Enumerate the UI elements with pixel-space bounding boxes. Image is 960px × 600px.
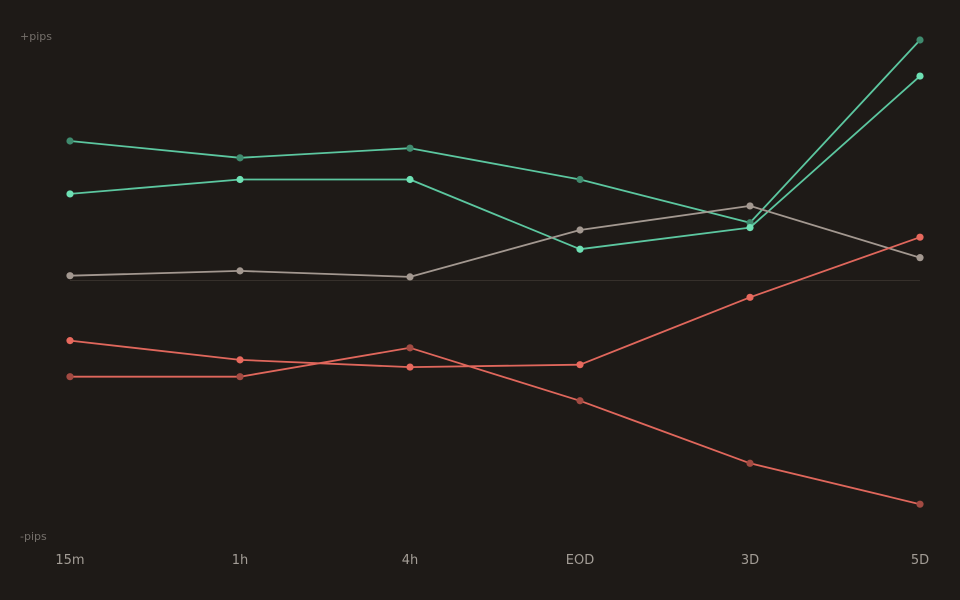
x-tick-label: 5D (911, 553, 929, 568)
y-axis-bottom-label: -pips (20, 530, 47, 543)
series-1-point[interactable] (576, 175, 584, 184)
series-1 (66, 36, 924, 227)
series-4-point[interactable] (406, 363, 414, 371)
series-4-line (69, 236, 921, 369)
series-layer (66, 36, 924, 508)
y-axis-top-label: +pips (20, 30, 52, 43)
series-2-point[interactable] (746, 223, 754, 232)
series-2-point[interactable] (916, 72, 924, 80)
series-2-point[interactable] (66, 190, 74, 198)
series-4-point[interactable] (916, 233, 924, 241)
series-2 (66, 72, 924, 253)
series-5-point[interactable] (576, 397, 584, 405)
series-1-point[interactable] (916, 36, 924, 44)
x-tick-label: 4h (402, 553, 419, 568)
series-1-line (69, 39, 921, 224)
series-3-line (69, 204, 921, 278)
series-1-point[interactable] (66, 137, 74, 145)
series-5-line (70, 346, 921, 506)
series-3-point[interactable] (236, 267, 244, 275)
series-5-point[interactable] (406, 344, 414, 352)
series-5-point[interactable] (746, 459, 754, 467)
series-2-point[interactable] (406, 175, 414, 184)
series-3-point[interactable] (576, 226, 584, 234)
series-4 (66, 233, 924, 371)
series-5-point[interactable] (916, 500, 924, 508)
series-3-point[interactable] (746, 202, 754, 210)
series-3-point[interactable] (916, 254, 924, 262)
series-2-point[interactable] (576, 245, 584, 253)
series-3 (66, 202, 924, 281)
series-4-point[interactable] (66, 337, 74, 345)
series-2-point[interactable] (236, 175, 244, 184)
series-4-point[interactable] (236, 356, 244, 364)
x-tick-label: EOD (566, 553, 594, 568)
series-3-point[interactable] (66, 272, 74, 280)
series-5 (66, 344, 924, 508)
series-4-point[interactable] (746, 293, 754, 301)
series-3-point[interactable] (406, 273, 414, 281)
x-tick-label: 3D (741, 553, 759, 568)
series-4-point[interactable] (576, 361, 584, 369)
x-tick-label: 15m (55, 553, 84, 568)
series-2-line (69, 75, 921, 251)
series-5-point[interactable] (236, 373, 244, 381)
series-5-point[interactable] (66, 373, 74, 381)
series-1-point[interactable] (406, 144, 414, 152)
series-1-point[interactable] (236, 154, 244, 162)
x-axis: 15m 1h 4h EOD 3D 5D (55, 553, 929, 568)
x-tick-label: 1h (232, 553, 249, 568)
